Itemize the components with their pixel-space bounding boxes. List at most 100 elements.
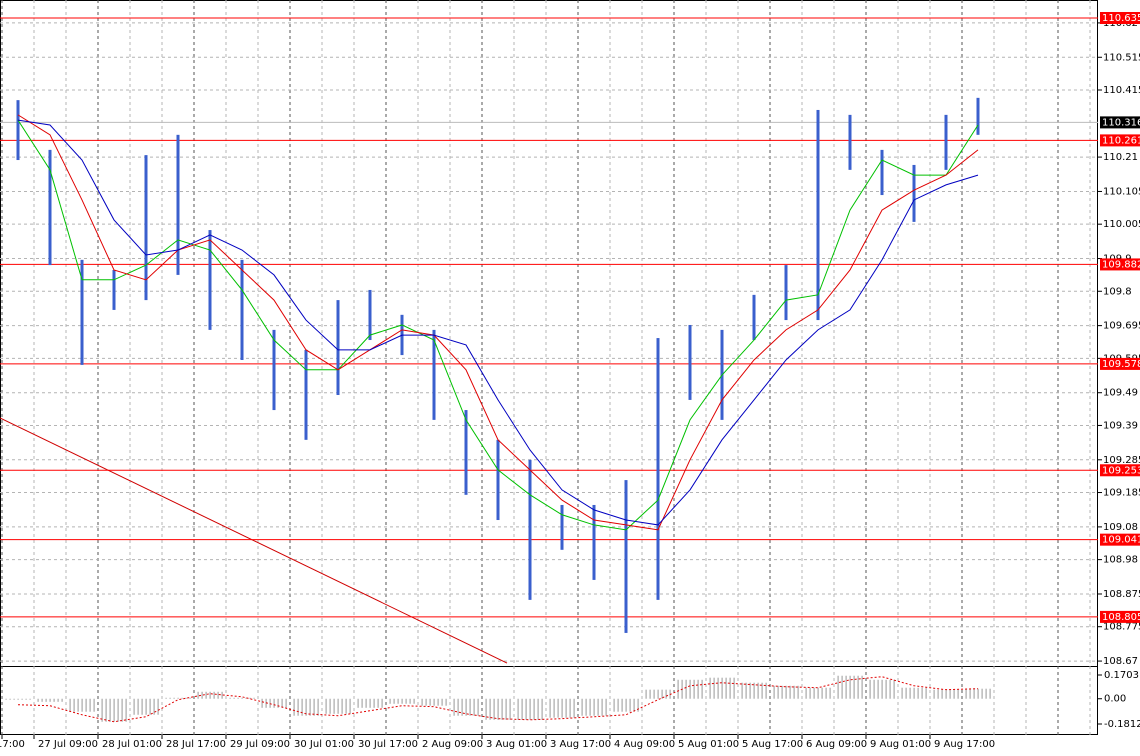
histogram-bar: [861, 675, 863, 699]
histogram-bar: [389, 698, 391, 704]
histogram-bar: [889, 679, 891, 699]
price-bar: [272, 329, 276, 411]
histogram-bar: [329, 698, 331, 714]
histogram-bar: [913, 687, 915, 699]
histogram-bar: [637, 698, 639, 712]
y-tick-label: 108.875: [1103, 589, 1140, 600]
histogram-bar: [825, 687, 827, 699]
x-tick-label: 3 Aug 17:00: [550, 739, 611, 750]
histogram-bar: [613, 698, 615, 712]
histogram-bar: [109, 698, 111, 722]
x-tick-label: 4 Aug 09:00: [614, 739, 675, 750]
price-bar: [528, 459, 532, 600]
histogram-bar: [53, 698, 55, 702]
x-tick-label: 30 Jul 01:00: [294, 739, 354, 750]
histogram-bar: [77, 698, 79, 712]
histogram-bar: [709, 677, 711, 699]
histogram-bar: [441, 698, 443, 706]
histogram-bar: [685, 679, 687, 699]
histogram-bar: [937, 689, 939, 699]
histogram-bar: [233, 697, 235, 699]
histogram-bar: [701, 679, 703, 699]
histogram-bar: [749, 682, 751, 699]
histogram-bar: [453, 698, 455, 716]
histogram-bar: [533, 698, 535, 720]
histogram-bar: [469, 698, 471, 716]
histogram-bar: [333, 698, 335, 714]
x-tick-label: 27 Jul 09:00: [38, 739, 98, 750]
level-label-box: [1100, 258, 1140, 271]
y-tick-label: 0.00: [1104, 694, 1126, 705]
last-price-label: 110.316: [1102, 117, 1140, 128]
histogram-bar: [437, 698, 439, 706]
level-label: 109.253: [1102, 465, 1140, 476]
histogram-bar: [629, 698, 631, 712]
histogram-bar: [857, 675, 859, 699]
histogram-bar: [581, 698, 583, 716]
histogram-bar: [617, 698, 619, 712]
histogram-bar: [849, 675, 851, 699]
histogram-bar: [377, 698, 379, 708]
level-label-box: [1100, 357, 1140, 370]
histogram-bar: [81, 698, 83, 712]
histogram-bar: [565, 698, 567, 718]
histogram-bar: [733, 677, 735, 699]
histogram-bar: [381, 698, 383, 708]
histogram-bar: [249, 697, 251, 699]
histogram-bar: [745, 682, 747, 699]
y-tick-label: 109.49: [1103, 388, 1138, 399]
histogram-bar: [105, 698, 107, 722]
histogram-bar: [465, 698, 467, 716]
histogram-bar: [301, 698, 303, 716]
histogram-bar: [921, 687, 923, 699]
price-bar: [656, 338, 660, 600]
histogram-bar: [217, 691, 219, 699]
price-bar: [16, 100, 20, 161]
histogram-bar: [285, 698, 287, 708]
price-bar: [336, 300, 340, 396]
histogram-bar: [433, 698, 435, 706]
price-bar: [816, 109, 820, 321]
histogram-bar: [173, 697, 175, 699]
price-bar: [944, 114, 948, 170]
histogram-bar: [177, 697, 179, 699]
price-bar: [624, 480, 628, 633]
histogram-bar: [677, 679, 679, 699]
histogram-bar: [905, 687, 907, 699]
price-bar: [432, 329, 436, 420]
histogram-bar: [185, 697, 187, 699]
histogram-bar: [665, 689, 667, 699]
histogram-bar: [45, 698, 47, 702]
histogram-bar: [73, 698, 75, 712]
y-tick-label: 110.415: [1103, 85, 1140, 96]
histogram-bar: [909, 687, 911, 699]
histogram-bar: [69, 698, 71, 712]
histogram-bar: [757, 682, 759, 699]
histogram-bar: [573, 698, 575, 718]
histogram-bar: [117, 698, 119, 722]
histogram-bar: [125, 698, 127, 722]
histogram-bar: [253, 697, 255, 699]
histogram-bar: [341, 698, 343, 714]
histogram-bar: [589, 698, 591, 716]
histogram-bar: [873, 679, 875, 699]
histogram-bar: [9, 698, 11, 700]
histogram-bar: [789, 685, 791, 699]
histogram-bar: [537, 698, 539, 720]
histogram-bar: [541, 698, 543, 720]
x-tick-label: 28 Jul 17:00: [166, 739, 226, 750]
histogram-bar: [93, 698, 95, 712]
x-tick-label: 9 Aug 17:00: [934, 739, 995, 750]
histogram-bar: [773, 685, 775, 699]
x-tick-label: 2 Aug 09:00: [422, 739, 483, 750]
histogram-bar: [809, 687, 811, 699]
histogram-bar: [153, 698, 155, 715]
histogram-bar: [305, 698, 307, 716]
last-price-box: [1100, 116, 1140, 129]
histogram-bar: [17, 698, 19, 700]
histogram-bar: [657, 689, 659, 699]
histogram-bar: [497, 698, 499, 720]
histogram-bar: [649, 689, 651, 699]
y-tick-label: 108.98: [1103, 555, 1138, 566]
